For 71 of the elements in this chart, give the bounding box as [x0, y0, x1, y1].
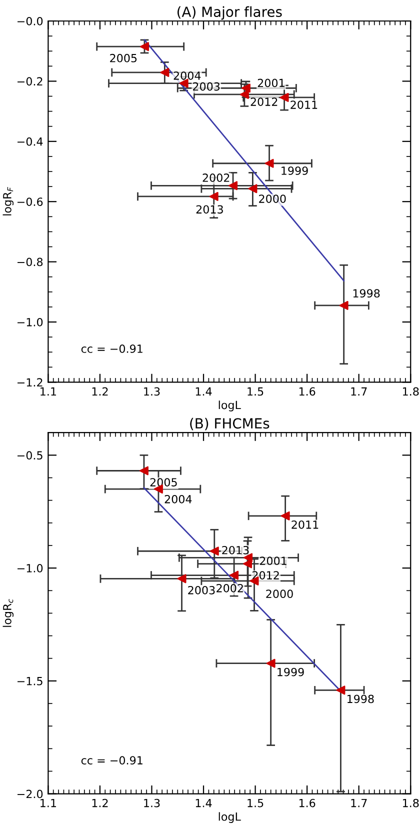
x-axis-title: logL [218, 812, 241, 823]
y-tick-label: −0.2 [18, 77, 42, 86]
point [339, 300, 348, 310]
annotation: 1999 [282, 166, 308, 175]
x-tick-label: 1.8 [403, 387, 419, 396]
x-axis-title: logL [218, 400, 241, 412]
annotation: 2002 [202, 174, 230, 182]
annotation: cc = −0.91 [81, 756, 142, 765]
y-tick-label: −0.4 [18, 137, 43, 146]
x-tick-label: 1.5 [248, 387, 264, 396]
x-tick-label: 1.2 [92, 798, 108, 808]
x-tick-label: 1.7 [351, 799, 367, 808]
annotation: 1998 [348, 694, 374, 704]
y-axis-title: logR$_{F}$ [2, 187, 14, 216]
y-tick-label: −1.0 [18, 564, 43, 572]
y-tick-label: −1.0 [18, 318, 43, 326]
point [264, 158, 274, 168]
y-tick-label: −0.0 [18, 16, 43, 26]
point [248, 184, 258, 194]
point [139, 466, 148, 476]
point [230, 570, 239, 580]
x-tick-label: 1.6 [299, 798, 316, 808]
point [336, 686, 346, 695]
annotation: 2013 [222, 546, 249, 554]
annotation: 2000 [259, 194, 286, 203]
y-tick-label: −0.5 [18, 451, 42, 460]
annotation: 2003 [192, 82, 220, 91]
annotation: 1998 [353, 289, 380, 298]
x-tick-label: 1.5 [248, 799, 264, 808]
x-tick-label: 1.4 [196, 387, 212, 396]
annotation: 2004 [164, 494, 192, 504]
annotation: 2001 [260, 556, 286, 566]
annotation: 2011 [290, 100, 318, 110]
annotation: 2012 [250, 98, 278, 106]
point [140, 42, 149, 52]
point [280, 511, 290, 520]
point [209, 192, 218, 201]
point [210, 546, 219, 556]
x-tick-label: 1.3 [144, 798, 160, 808]
y-tick-label: −0.6 [18, 198, 43, 206]
y-tick-label: −2.0 [18, 790, 43, 798]
x-tick-label: 1.4 [196, 799, 212, 808]
x-tick-label: 1.1 [40, 799, 56, 808]
y-tick-label: −1.2 [18, 378, 42, 386]
annotation: 2001 [258, 78, 284, 88]
annotation: 2003 [188, 586, 215, 594]
x-tick-label: 1.7 [351, 387, 367, 396]
annotation: 2005 [110, 54, 137, 62]
annotation: 2011 [292, 520, 318, 529]
x-tick-label: 1.3 [144, 387, 160, 396]
point [177, 574, 186, 584]
point [228, 181, 238, 190]
x-tick-label: 1.8 [403, 798, 419, 808]
chart-title: (B) FHCMEs [190, 418, 270, 430]
x-tick-label: 1.1 [40, 387, 56, 396]
annotation: 1999 [278, 668, 304, 676]
x-tick-label: 1.2 [92, 387, 108, 396]
point [266, 658, 276, 668]
annotation: cc = −0.91 [81, 344, 142, 353]
x-tick-label: 1.6 [299, 387, 316, 396]
annotation: 2004 [174, 71, 201, 80]
annotation: 2002 [216, 584, 243, 592]
y-axis-title: logR$_{c}$ [2, 598, 14, 627]
annotation: 2013 [196, 205, 223, 214]
point [160, 68, 170, 77]
y-tick-label: −0.8 [18, 258, 43, 266]
y-tick-label: −1.5 [18, 677, 42, 686]
annotation: 2000 [266, 590, 293, 598]
chart-title: (A) Major flares [178, 6, 282, 20]
annotation: 2005 [150, 478, 177, 486]
point [280, 92, 289, 102]
